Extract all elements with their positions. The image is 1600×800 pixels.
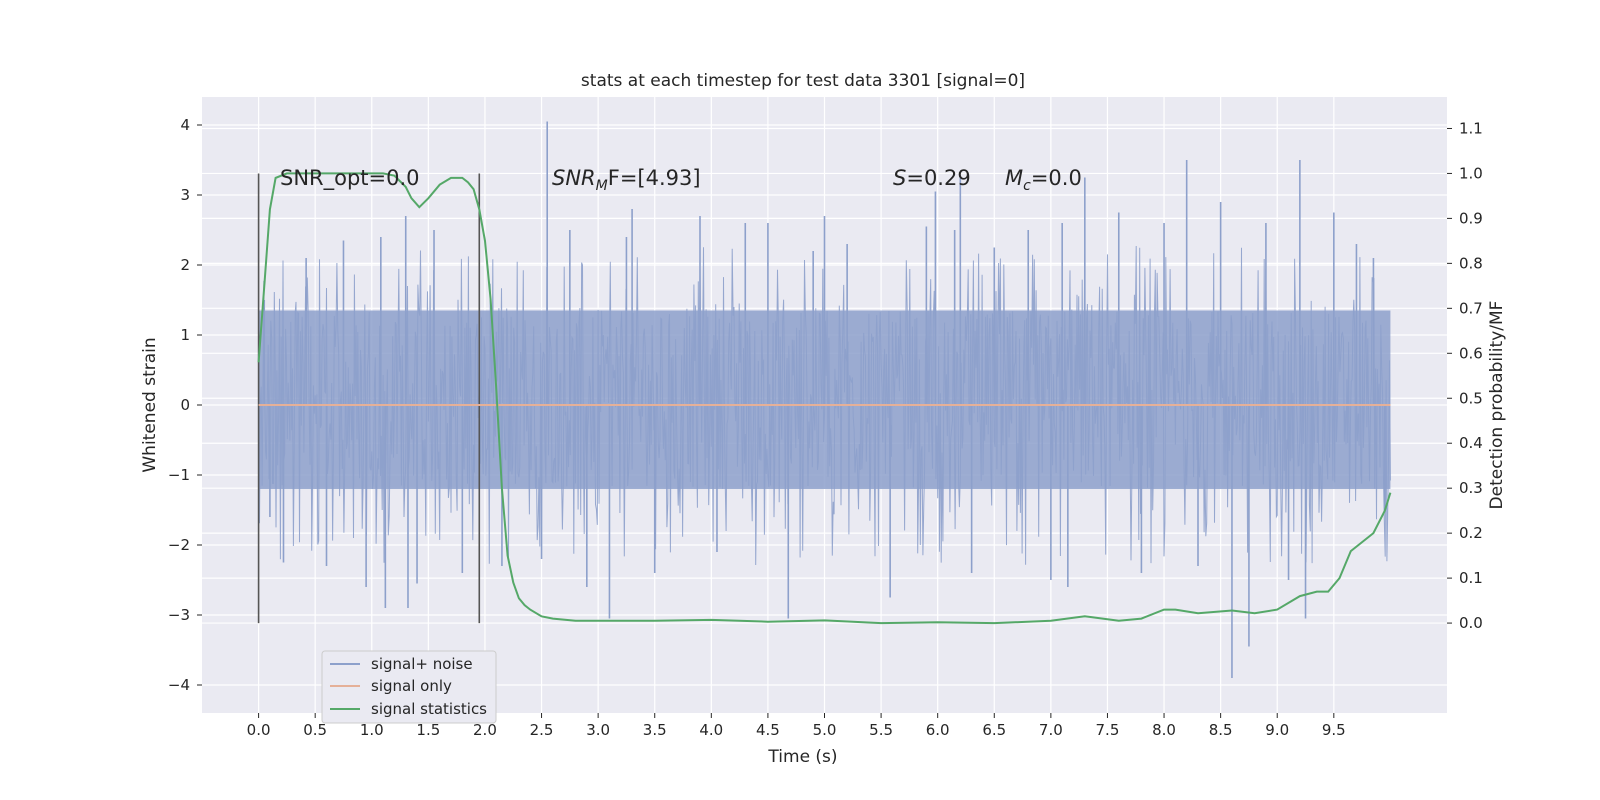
snr-mf-value: F=[4.93]	[608, 166, 701, 190]
x-tick-label: 6.5	[982, 721, 1006, 739]
s-annotation: S=0.29	[893, 166, 971, 190]
snr-mf-subscript: M	[596, 178, 608, 194]
x-tick-label: 0.5	[303, 721, 327, 739]
snr-opt-annotation: SNR_opt=0.0	[280, 166, 420, 191]
y-tick-label-right: 0.9	[1459, 209, 1483, 227]
y-tick-label-left: 3	[180, 186, 190, 204]
x-tick-label: 8.0	[1152, 721, 1176, 739]
signal-noise-series	[258, 121, 1391, 678]
y-tick-label-left: −1	[168, 466, 190, 484]
legend: signal+ noise signal only signal statist…	[321, 650, 497, 724]
y-axis-label-left: Whitened strain	[140, 337, 160, 472]
mc-subscript: c	[1023, 178, 1031, 194]
y-axis-label-right: Detection probability/MF	[1487, 301, 1507, 510]
y-tick-label-right: 0.1	[1459, 569, 1483, 587]
x-tick-label: 8.5	[1209, 721, 1233, 739]
y-tick-label-right: 1.1	[1459, 119, 1483, 137]
y-tick-label-left: −2	[168, 536, 190, 554]
y-tick-label-right: 0.4	[1459, 434, 1483, 452]
signal-statistics-line	[257, 172, 1392, 625]
y-tick-label-left: −4	[168, 676, 190, 694]
x-tick-label: 5.5	[869, 721, 893, 739]
s-value: =0.29	[906, 166, 970, 190]
y-tick-label-left: −3	[168, 606, 190, 624]
y-tick-label-right: 0.7	[1459, 299, 1483, 317]
x-tick-label: 9.5	[1322, 721, 1346, 739]
snr-mf-symbol: SNR	[552, 166, 596, 190]
y-tick-label-right: 0.0	[1459, 614, 1483, 632]
signal-statistics-series	[257, 172, 1392, 625]
chart-title: stats at each timestep for test data 330…	[581, 71, 1025, 91]
x-tick-label: 4.5	[756, 721, 780, 739]
mc-value: =0.0	[1031, 166, 1082, 190]
y-tick-label-right: 0.6	[1459, 344, 1483, 362]
x-tick-label: 7.0	[1039, 721, 1063, 739]
x-tick-label: 3.0	[586, 721, 610, 739]
ticks: 0.0 0.5 1.0 1.5 2.0 2.5 3.0 3.5 4.0 4.5 5.0 5.5 6.0 6…	[168, 116, 1483, 739]
s-symbol: S	[893, 166, 906, 190]
snr-mf-annotation: SNRMF=[4.93]	[552, 166, 701, 194]
y-tick-label-left: 2	[180, 256, 190, 274]
y-tick-label-left: 4	[180, 116, 190, 134]
mc-annotation: Mc=0.0	[1005, 166, 1082, 194]
x-tick-label: 6.0	[926, 721, 950, 739]
y-tick-label-right: 0.8	[1459, 254, 1483, 272]
x-tick-label: 4.0	[699, 721, 723, 739]
legend-box	[321, 650, 497, 724]
x-tick-label: 2.0	[473, 721, 497, 739]
y-tick-label-left: 1	[180, 326, 190, 344]
x-tick-label: 1.0	[360, 721, 384, 739]
x-tick-label: 1.5	[416, 721, 440, 739]
legend-label-signal-only: signal only	[371, 677, 452, 695]
y-tick-label-right: 0.5	[1459, 389, 1483, 407]
y-tick-label-right: 0.3	[1459, 479, 1483, 497]
mc-symbol: M	[1005, 166, 1023, 190]
x-tick-label: 7.5	[1096, 721, 1120, 739]
legend-label-signal-noise: signal+ noise	[371, 655, 473, 673]
x-axis-label: Time (s)	[767, 747, 837, 767]
vertical-markers	[257, 173, 481, 624]
legend-label-signal-statistics: signal statistics	[371, 700, 487, 718]
x-tick-label: 9.0	[1265, 721, 1289, 739]
x-tick-label: 0.0	[247, 721, 271, 739]
y-tick-label-left: 0	[180, 396, 190, 414]
x-tick-label: 5.0	[813, 721, 837, 739]
x-tick-label: 3.5	[643, 721, 667, 739]
x-tick-label: 2.5	[530, 721, 554, 739]
y-tick-label-right: 0.2	[1459, 524, 1483, 542]
y-tick-label-right: 1.0	[1459, 164, 1483, 182]
